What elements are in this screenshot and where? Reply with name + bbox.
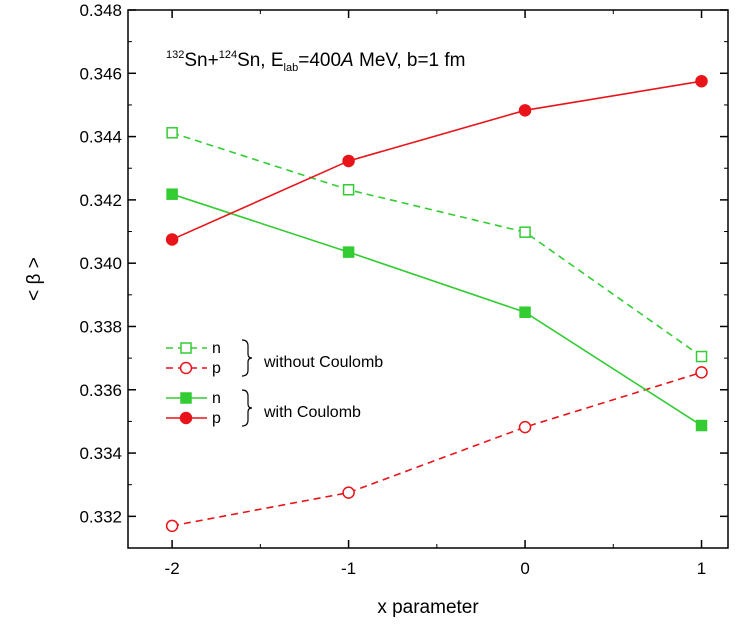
data-point-p xyxy=(695,74,708,88)
data-point-n xyxy=(519,226,531,238)
y-tick-label: 0.340 xyxy=(79,254,122,273)
plot-frame xyxy=(127,9,729,549)
legend-entry-label: p xyxy=(212,360,221,377)
legend-group-label-with-coulomb: with Coulomb xyxy=(263,404,361,421)
y-tick-label: 0.342 xyxy=(79,191,122,210)
series-lines xyxy=(171,80,702,527)
legend-group-brace xyxy=(241,389,253,427)
legend-entry-label: n xyxy=(212,390,221,407)
legend-group-label-without-coulomb: without Coulomb xyxy=(263,354,383,371)
legend-entry-label: p xyxy=(212,410,221,427)
data-point-n xyxy=(342,184,355,196)
series-markers xyxy=(165,74,708,533)
data-point-n xyxy=(519,306,531,318)
y-tick-label: 0.346 xyxy=(79,64,122,83)
data-point-p xyxy=(518,420,532,434)
legend-marker xyxy=(179,411,193,425)
legend-entry-label: n xyxy=(212,340,221,357)
y-tick-label: 0.348 xyxy=(79,1,122,20)
series-line-n-with-coulomb xyxy=(171,193,702,427)
x-tick-label: 0 xyxy=(520,559,529,578)
y-tick-label: 0.334 xyxy=(79,444,122,463)
legend-marker xyxy=(180,342,192,354)
y-tick-label: 0.338 xyxy=(79,317,122,336)
y-tick-label: 0.344 xyxy=(79,128,122,147)
legend-group-brace xyxy=(241,339,253,377)
y-tick-label: 0.336 xyxy=(79,381,122,400)
legend-marker xyxy=(179,361,193,375)
data-point-p xyxy=(165,233,179,246)
x-tick-label: -1 xyxy=(341,559,356,578)
data-point-n xyxy=(695,419,708,432)
y-axis-title: < β > xyxy=(24,257,45,301)
y-tick-label: 0.332 xyxy=(79,507,122,526)
data-point-n xyxy=(166,188,178,200)
data-point-p xyxy=(342,154,355,168)
data-point-p xyxy=(342,486,355,499)
axis-ticks: 0.332 0.334 0.336 0.338 0.340 0.342 0.344 0.346… xyxy=(79,1,728,578)
data-point-p xyxy=(165,519,179,533)
x-axis-title: x parameter xyxy=(377,597,479,618)
x-tick-label: 1 xyxy=(697,559,706,578)
series-line-p-without-coulomb xyxy=(171,371,702,527)
data-point-n xyxy=(166,127,178,139)
legend-marker xyxy=(180,392,192,404)
data-point-p xyxy=(695,366,708,379)
data-point-n xyxy=(695,350,708,363)
x-tick-label: -2 xyxy=(165,559,180,578)
reaction-annotation: 132Sn+124Sn, Elab=400A MeV, b=1 fm xyxy=(166,49,466,74)
data-point-n xyxy=(342,246,355,258)
series-line-n-without-coulomb xyxy=(171,132,702,358)
series-line-p-with-coulomb xyxy=(171,80,702,241)
data-point-p xyxy=(518,104,532,117)
